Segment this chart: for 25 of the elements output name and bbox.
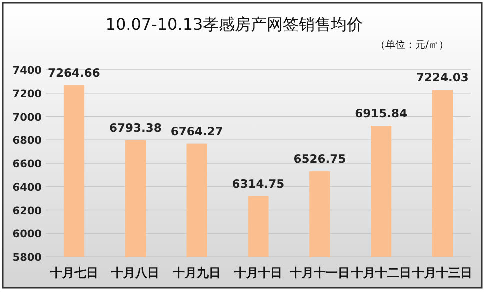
chart-subtitle: （单位：元/㎡） xyxy=(376,39,449,51)
y-tick-label: 7400 xyxy=(12,65,42,77)
y-tick-label: 6400 xyxy=(12,182,42,194)
x-tick-label: 十月十一日 xyxy=(288,266,350,280)
x-tick-label: 十月十二日 xyxy=(350,266,412,280)
y-tick-label: 6800 xyxy=(12,135,42,148)
data-label: 6526.75 xyxy=(294,152,346,166)
y-tick-label: 6000 xyxy=(12,228,42,241)
data-label: 7224.03 xyxy=(416,70,469,85)
y-tick-label: 6600 xyxy=(12,158,42,170)
data-label: 6764.27 xyxy=(170,124,224,138)
data-label: 6314.75 xyxy=(232,176,285,191)
y-tick-label: 6200 xyxy=(12,205,42,218)
data-label: 7264.66 xyxy=(48,66,100,80)
x-tick-label: 十月九日 xyxy=(172,266,222,280)
x-tick-label: 十月十三日 xyxy=(412,266,473,280)
x-tick-label: 十月七日 xyxy=(49,266,98,280)
y-tick-label: 7200 xyxy=(12,88,42,100)
x-tick-label: 十月十日 xyxy=(234,266,282,280)
x-tick-label: 十月八日 xyxy=(110,266,160,280)
y-tick-label: 7000 xyxy=(12,112,42,124)
y-tick-label: 5800 xyxy=(12,252,42,264)
data-label: 6915.84 xyxy=(355,106,408,121)
chart-title: 10.07-10.13孝感房产网签销售均价 xyxy=(106,15,364,34)
data-label: 6793.38 xyxy=(109,120,162,135)
